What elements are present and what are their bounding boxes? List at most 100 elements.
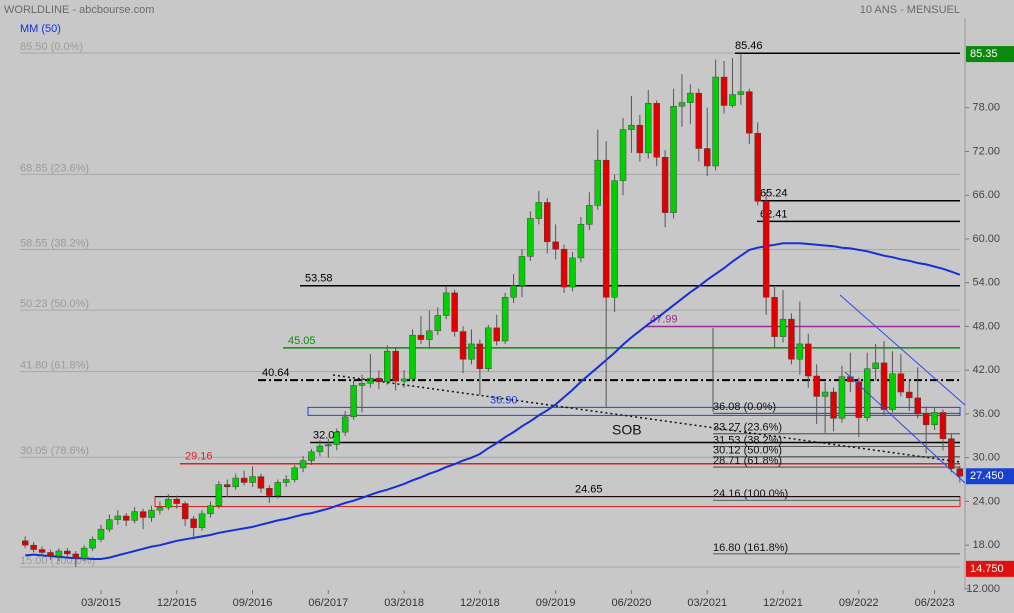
- candle-body: [282, 479, 290, 483]
- candle-body: [442, 292, 450, 316]
- y-tick-label: 54.00: [972, 277, 1000, 289]
- y-tick-label: 72.00: [972, 145, 1000, 157]
- y-tick-label: 24.00: [972, 495, 1000, 507]
- candle-body: [21, 540, 29, 546]
- level-label: 47.99: [650, 313, 678, 325]
- candle-body: [106, 519, 113, 530]
- candle-body: [560, 248, 568, 288]
- price-tag-label: 85.35: [970, 48, 998, 60]
- candle-body: [645, 103, 652, 154]
- candle-body: [577, 224, 585, 259]
- channel-line: [844, 371, 966, 484]
- candle-body: [409, 334, 416, 380]
- candle-body: [114, 515, 122, 520]
- zone: [307, 406, 961, 416]
- candle-body: [350, 385, 357, 418]
- candle-body: [400, 378, 408, 382]
- x-tick-label: 09/2019: [536, 597, 576, 609]
- price-tag-label: 14.750: [970, 563, 1004, 575]
- candle-body: [47, 552, 54, 557]
- candle-body: [341, 416, 349, 433]
- candle-body: [922, 413, 930, 426]
- candle-body: [636, 124, 644, 154]
- candle-body: [939, 412, 947, 439]
- candle-body: [661, 157, 669, 213]
- candle-body: [518, 256, 526, 286]
- candle-body: [695, 92, 703, 149]
- candle-body: [720, 76, 728, 106]
- candle-body: [535, 202, 543, 219]
- candle-body: [796, 343, 804, 360]
- candle-body: [729, 94, 736, 106]
- candle-body: [914, 397, 921, 415]
- candle-body: [897, 373, 905, 393]
- candle-body: [880, 362, 888, 410]
- candle-body: [678, 102, 686, 107]
- candle-body: [426, 330, 433, 340]
- candle-body: [333, 431, 340, 445]
- candle-body: [602, 159, 610, 298]
- annotation: SOB: [612, 422, 642, 438]
- candle-body: [156, 506, 164, 511]
- candle-body: [771, 297, 778, 337]
- candle-body: [493, 327, 500, 342]
- x-tick-label: 03/2018: [384, 597, 424, 609]
- candle-body: [543, 202, 551, 243]
- fib-label: 41.80 (61.8%): [20, 360, 89, 372]
- x-tick-label: 06/2023: [915, 597, 955, 609]
- chart-subtitle: 10 ANS - MENSUEL: [860, 4, 960, 16]
- candle-body: [855, 381, 863, 418]
- candle-body: [527, 218, 534, 257]
- candle-body: [367, 377, 374, 384]
- candle-body: [956, 468, 964, 477]
- candle-body: [148, 509, 155, 518]
- candle-body: [249, 476, 256, 483]
- candle-body: [948, 438, 955, 469]
- candle-body: [274, 482, 282, 496]
- candle-body: [931, 412, 938, 426]
- x-tick-label: 03/2021: [687, 597, 727, 609]
- candle-body: [392, 350, 399, 382]
- fib-label: 50.23 (50.0%): [20, 298, 89, 310]
- candle-body: [89, 539, 96, 549]
- candle-body: [830, 391, 837, 419]
- candle-body: [788, 318, 795, 360]
- x-tick-label: 12/2015: [157, 597, 197, 609]
- x-tick-label: 03/2015: [81, 597, 121, 609]
- candle-body: [181, 503, 189, 520]
- plot: 85.50 (0.0%) 68.85 (23.6%) 58.55 (38.2%) 50…: [20, 40, 1000, 609]
- level-label: 45.05: [288, 335, 316, 347]
- candle-body: [384, 350, 391, 383]
- y-tick-label: 42.00: [972, 364, 1000, 376]
- level-label: 53.58: [305, 273, 333, 285]
- level-label: 40.64: [262, 367, 290, 379]
- candle-body: [139, 511, 147, 518]
- candle-body: [165, 498, 172, 508]
- fib-label: 31.53 (38.2%): [713, 434, 782, 446]
- fib-label: 33.27 (23.6%): [713, 422, 782, 434]
- candle-body: [703, 148, 711, 167]
- candle-body: [872, 362, 879, 369]
- candle-body: [779, 318, 787, 337]
- candle-body: [476, 343, 484, 369]
- candle-body: [316, 445, 324, 453]
- candle-body: [64, 550, 71, 555]
- candle-body: [889, 373, 896, 410]
- candle-body: [266, 488, 273, 496]
- price-tag-label: 27.450: [970, 470, 1004, 482]
- y-tick-label: 78.00: [972, 102, 1000, 114]
- price-tag: [966, 46, 1014, 63]
- candle-body: [468, 343, 475, 360]
- y-tick-label: 48.00: [972, 320, 1000, 332]
- candle-body: [762, 200, 770, 298]
- price-tag: [966, 560, 1014, 577]
- candle-body: [190, 518, 197, 528]
- candle-body: [358, 383, 366, 386]
- fib-label: 24.16 (100.0%): [713, 488, 788, 500]
- price-tag: [966, 468, 1014, 485]
- candle-body: [131, 511, 138, 521]
- candle-body: [459, 331, 467, 360]
- fib-label: 30.12 (50.0%): [713, 445, 782, 457]
- fib-label: 36.08 (0.0%): [713, 401, 776, 413]
- fib-label: 85.50 (0.0%): [20, 41, 83, 53]
